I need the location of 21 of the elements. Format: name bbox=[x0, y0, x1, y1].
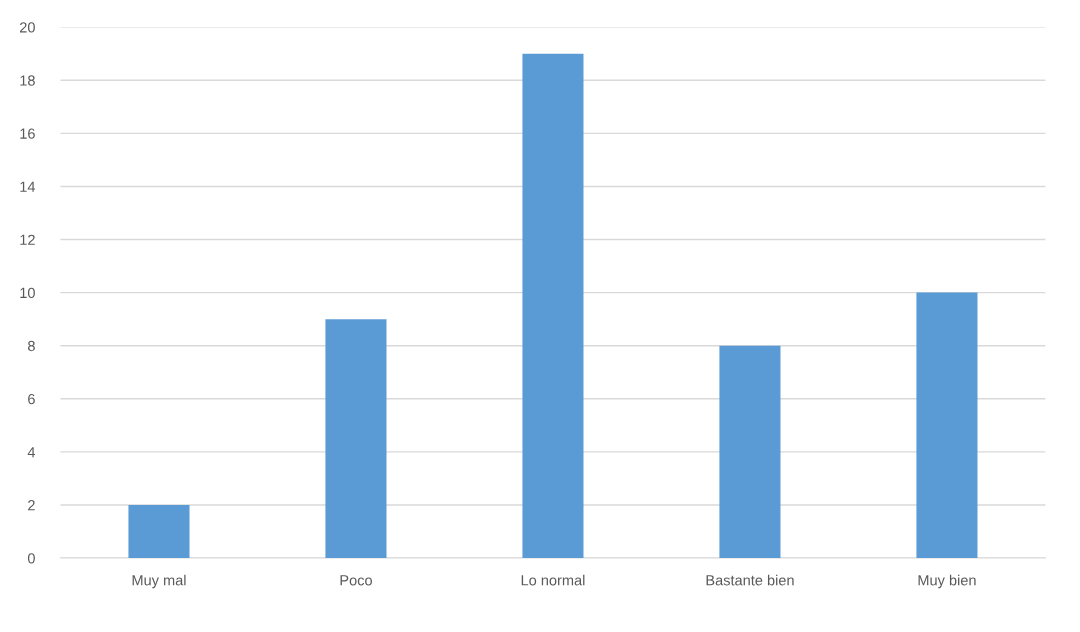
x-tick-label: Poco bbox=[340, 575, 372, 586]
x-tick-label: Muy mal bbox=[132, 574, 186, 589]
bar bbox=[325, 319, 387, 559]
x-tick-label: Lo normal bbox=[521, 574, 585, 586]
x-tick-label: Bastante bien bbox=[706, 574, 794, 586]
bar bbox=[719, 345, 781, 559]
y-tick-label: 20 bbox=[19, 22, 35, 33]
y-tick-label: 16 bbox=[20, 128, 35, 139]
bar bbox=[916, 292, 978, 559]
y-tick-label: 2 bbox=[28, 500, 35, 511]
y-tick-label: 14 bbox=[20, 181, 36, 192]
y-tick-label: 6 bbox=[28, 393, 35, 405]
bar bbox=[522, 53, 584, 559]
y-tick-label: 0 bbox=[27, 553, 35, 564]
y-tick-label: 18 bbox=[20, 75, 35, 86]
x-tick-label: Muy bien bbox=[918, 574, 976, 589]
y-tick-label: 10 bbox=[20, 287, 35, 299]
y-tick-label: 8 bbox=[28, 340, 35, 352]
y-tick-label: 12 bbox=[20, 234, 35, 245]
y-tick-label: 4 bbox=[27, 447, 36, 458]
bar bbox=[128, 504, 190, 559]
